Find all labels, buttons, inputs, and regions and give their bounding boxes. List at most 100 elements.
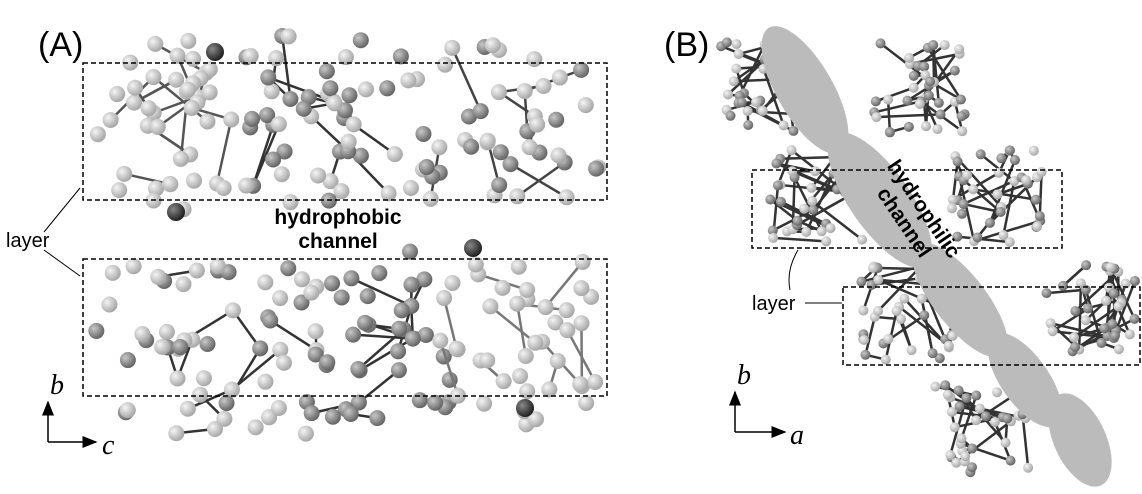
bond	[1079, 283, 1081, 349]
atom	[90, 126, 106, 142]
atom	[768, 233, 778, 243]
atom	[917, 294, 927, 304]
atom	[120, 352, 136, 368]
atom	[180, 82, 196, 98]
atom	[88, 323, 104, 339]
atom	[437, 57, 453, 73]
atom	[400, 72, 416, 88]
atom	[509, 188, 525, 204]
atom	[1042, 288, 1052, 298]
atom	[981, 411, 991, 421]
atom	[573, 62, 589, 78]
atom	[578, 395, 594, 411]
atom	[808, 205, 818, 215]
atom	[185, 51, 201, 67]
atom	[947, 203, 957, 213]
atom	[732, 39, 742, 49]
atom	[423, 191, 439, 207]
atom	[940, 40, 950, 50]
atom	[343, 406, 359, 422]
leader	[44, 188, 80, 232]
axis-label: a	[790, 420, 804, 451]
atom	[541, 381, 557, 397]
atom	[202, 84, 218, 100]
leader	[44, 250, 80, 276]
atom	[575, 254, 591, 270]
atom	[801, 227, 811, 237]
layer-label: layer	[6, 230, 50, 252]
atom	[957, 126, 967, 136]
atom	[519, 383, 535, 399]
atom	[405, 331, 421, 347]
atom	[587, 374, 603, 390]
atom	[298, 426, 314, 442]
atom	[881, 355, 891, 365]
atom	[909, 71, 919, 81]
atom	[548, 112, 564, 128]
atom	[379, 80, 395, 96]
atom	[930, 382, 940, 392]
atom	[358, 81, 374, 97]
atom	[150, 119, 166, 135]
atom	[436, 290, 452, 306]
atom	[551, 147, 567, 163]
atom	[1032, 221, 1042, 231]
atom	[327, 95, 343, 111]
atom	[357, 315, 373, 331]
atom	[350, 361, 366, 377]
atom	[961, 393, 971, 403]
atom	[127, 80, 143, 96]
atom	[274, 166, 290, 182]
atom	[200, 336, 216, 352]
atom	[1130, 314, 1140, 324]
atom	[751, 97, 761, 107]
atom	[170, 370, 186, 386]
atom	[871, 96, 881, 106]
atom	[403, 277, 419, 293]
atom	[196, 370, 212, 386]
atom	[491, 84, 507, 100]
atom	[928, 40, 938, 50]
atom	[265, 151, 281, 167]
atom	[807, 183, 817, 193]
atom	[972, 232, 982, 242]
atom	[737, 97, 747, 107]
atom	[1101, 296, 1111, 306]
atom	[945, 450, 955, 460]
atom	[1099, 323, 1109, 333]
bond	[351, 278, 411, 306]
bond	[217, 119, 231, 183]
atom	[341, 87, 357, 103]
atom	[168, 425, 184, 441]
atom	[985, 218, 995, 228]
atom	[776, 197, 786, 207]
atom	[294, 271, 310, 287]
atom	[482, 298, 498, 314]
atom	[390, 343, 406, 359]
atom	[950, 422, 960, 432]
atom	[1031, 195, 1041, 205]
atom	[956, 433, 966, 443]
atom	[976, 149, 986, 159]
atom	[990, 417, 1000, 427]
bond	[282, 36, 290, 99]
atom	[940, 380, 950, 390]
atom	[210, 258, 226, 274]
atom	[1006, 456, 1016, 466]
atom	[308, 323, 324, 339]
atom	[126, 258, 142, 274]
atom	[860, 350, 870, 360]
atom	[381, 185, 397, 201]
atom	[1048, 326, 1058, 336]
atom	[1070, 342, 1080, 352]
atom	[538, 299, 554, 315]
atom	[904, 122, 914, 132]
atom	[101, 297, 117, 313]
atom	[925, 77, 935, 87]
atom	[826, 223, 836, 233]
atom	[280, 260, 296, 276]
atom	[271, 400, 287, 416]
atom	[572, 376, 588, 392]
atom	[180, 33, 196, 49]
atom	[393, 48, 409, 64]
